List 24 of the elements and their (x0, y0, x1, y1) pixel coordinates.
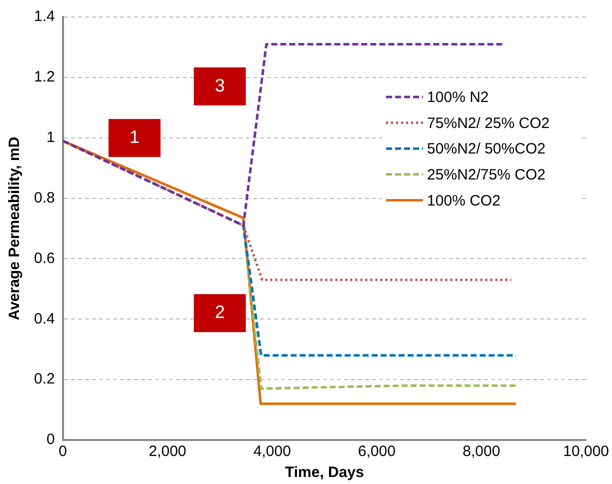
y-tick-label: 1.2 (34, 68, 55, 86)
y-tick-label: 0.4 (34, 310, 55, 328)
x-tick-label: 8,000 (462, 443, 500, 460)
legend-label: 100% CO2 (427, 192, 500, 210)
y-tick-label: 1.4 (34, 8, 55, 26)
y-tick-label: 0 (46, 431, 55, 448)
annotation: 1 (130, 126, 140, 147)
x-tick-label: 10,000 (563, 443, 610, 460)
legend-label: 100% N2 (427, 89, 489, 106)
y-tick-label: 1 (46, 129, 55, 146)
y-tick-label: 0.2 (34, 370, 55, 388)
x-tick-label: 4,000 (253, 443, 291, 460)
annotation: 3 (214, 75, 225, 96)
x-tick-label: 2,000 (148, 443, 186, 460)
x-tick-label: 0 (58, 443, 68, 460)
legend-label: 50%N2/ 50%CO2 (427, 140, 546, 158)
y-tick-label: 0.8 (34, 189, 55, 206)
legend-label: 75%N2/ 25% CO2 (427, 114, 550, 132)
y-axis-title: Average Permeability, mD (6, 136, 24, 320)
x-axis-title: Time, Days (284, 464, 364, 482)
legend-label: 25%N2/75% CO2 (427, 166, 546, 184)
x-tick-label: 6,000 (358, 443, 396, 460)
annotation: 2 (214, 302, 225, 322)
y-tick-label: 0.6 (34, 250, 55, 267)
